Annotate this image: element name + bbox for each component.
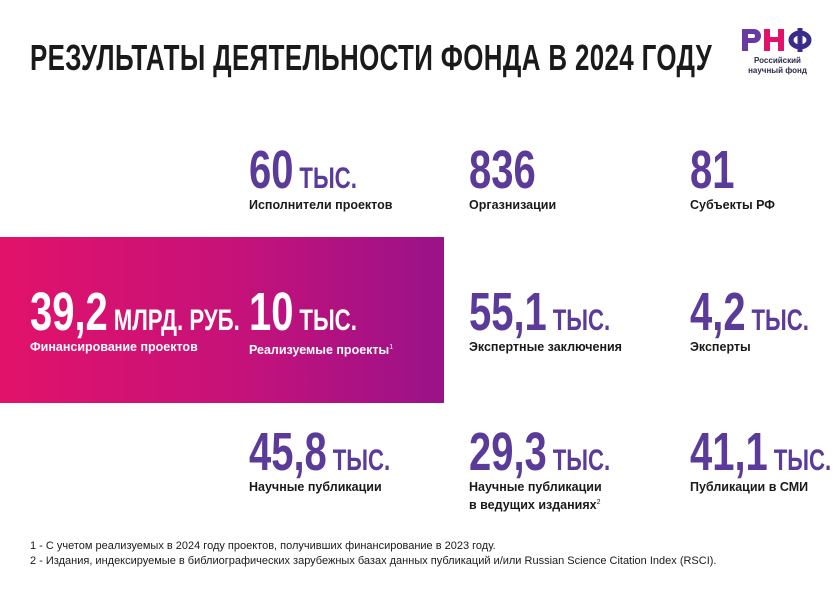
stat-expert-reviews: 55,1 ТЫС. Экспертные заключения: [469, 284, 660, 355]
stat-leading-publications: 29,3 ТЫС. Научные публикации в ведущих из…: [469, 424, 660, 513]
stat-value: 10 ТЫС.: [249, 282, 357, 342]
stat-label: Эксперты: [690, 340, 751, 354]
stat-value: 29,3 ТЫС.: [469, 422, 611, 482]
stat-executors: 60 ТЫС. Исполнители проектов: [249, 142, 395, 213]
stat-value: 55,1 ТЫС.: [469, 282, 611, 342]
stat-value: 41,1 ТЫС.: [690, 422, 832, 482]
stat-financing: 39,2 МЛРД. РУБ. Финансирование проектов: [30, 284, 314, 355]
stat-label-line-1: Научные публикации: [469, 480, 602, 494]
stat-experts: 4,2 ТЫС. Эксперты: [690, 284, 840, 355]
rnf-logo-mark: [741, 28, 811, 52]
highlight-band: [0, 237, 444, 403]
stat-value: 836: [469, 140, 536, 200]
stat-subjects: 81 Субъекты РФ: [690, 142, 775, 213]
stat-media: 41,1 ТЫС. Публикации в СМИ: [690, 424, 840, 495]
stat-label: Публикации в СМИ: [690, 480, 809, 494]
logo-line-1: Российский: [754, 56, 801, 65]
footnote-ref: 2: [596, 499, 601, 506]
footnote-1: 1 - С учетом реализуемых в 2024 году про…: [30, 540, 496, 552]
page-title: РЕЗУЛЬТАТЫ ДЕЯТЕЛЬНОСТИ ФОНДА В 2024 ГОД…: [30, 37, 713, 78]
stat-publications: 45,8 ТЫС. Научные публикации: [249, 424, 440, 495]
footnotes: 1 - С учетом реализуемых в 2024 году про…: [30, 539, 716, 569]
stat-label: Экспертные заключения: [469, 340, 622, 354]
stat-organizations: 836 Оргазнизации: [469, 142, 559, 213]
stat-value: 4,2 ТЫС.: [690, 282, 809, 342]
stat-value: 81: [690, 140, 735, 200]
stat-label: Реализуемые проекты1: [249, 343, 394, 358]
stat-label: Финансирование проектов: [30, 340, 198, 354]
stat-label: Субъекты РФ: [690, 198, 775, 212]
stat-value: 60 ТЫС.: [249, 140, 357, 200]
logo-line-2: научный фонд: [748, 66, 807, 75]
stat-label: Научные публикации: [249, 480, 382, 494]
rnf-logo: Российский научный фонд: [730, 26, 825, 76]
footnote-2: 2 - Издания, индексируемые в библиографи…: [30, 555, 717, 567]
stat-projects: 10 ТЫС. Реализуемые проекты1: [249, 284, 395, 358]
footnote-ref: 1: [389, 344, 394, 351]
stat-label-line-2: в ведущих изданиях2: [469, 498, 601, 513]
stat-value: 45,8 ТЫС.: [249, 422, 391, 482]
stat-label: Исполнители проектов: [249, 198, 393, 212]
stat-label: Научные публикации в ведущих изданиях2: [469, 480, 660, 513]
stat-label: Оргазнизации: [469, 198, 557, 212]
stat-value: 39,2 МЛРД. РУБ.: [30, 282, 240, 342]
